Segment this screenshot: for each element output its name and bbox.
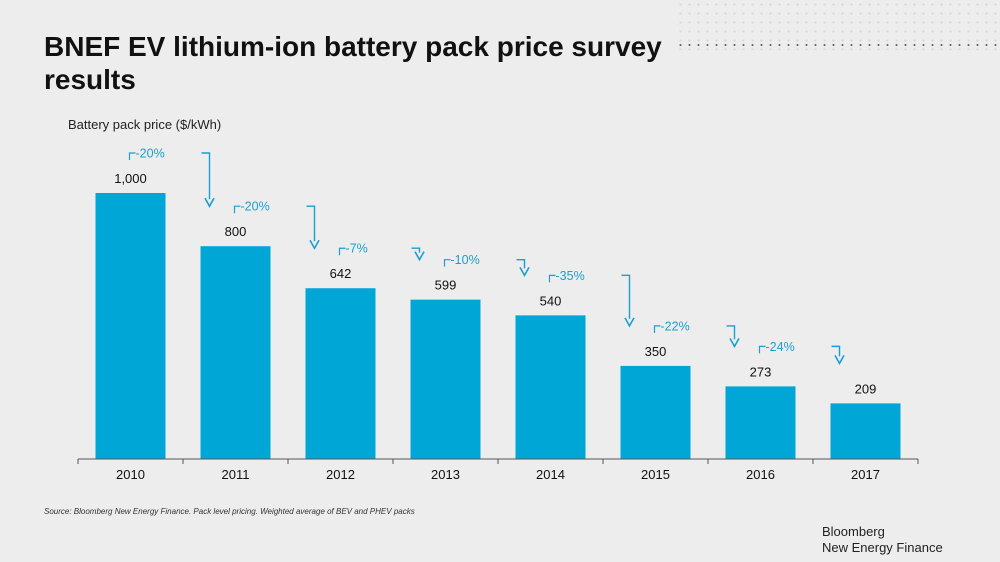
change-arrowhead bbox=[204, 197, 215, 208]
change-arrow bbox=[201, 152, 211, 200]
change-bracket bbox=[758, 345, 766, 354]
value-label: 599 bbox=[435, 278, 457, 293]
change-arrow bbox=[831, 345, 841, 357]
value-label: 350 bbox=[645, 344, 667, 359]
change-arrowhead bbox=[834, 355, 845, 366]
brand-line-1: Bloomberg bbox=[822, 524, 885, 539]
category-label: 2010 bbox=[116, 467, 145, 482]
bar-2012 bbox=[305, 288, 376, 459]
value-label: 642 bbox=[330, 266, 352, 281]
brand-logo: Bloomberg New Energy Finance bbox=[822, 524, 943, 556]
value-labels-group: 1,000 800 642 599 540 350 273 209 bbox=[114, 171, 876, 396]
bar-2014 bbox=[515, 315, 586, 459]
change-arrow bbox=[516, 258, 526, 269]
change-bracket bbox=[653, 325, 661, 333]
change-arrowhead bbox=[729, 337, 740, 349]
bar-2017 bbox=[830, 403, 901, 459]
change-label: -35% bbox=[556, 269, 585, 283]
bars-group bbox=[95, 193, 901, 459]
category-label: 2014 bbox=[536, 467, 565, 482]
category-label: 2012 bbox=[326, 467, 355, 482]
change-label: -22% bbox=[661, 319, 690, 333]
change-label: -7% bbox=[346, 242, 368, 256]
change-label: -24% bbox=[766, 340, 795, 354]
change-bracket bbox=[233, 205, 241, 214]
bar-2016 bbox=[725, 386, 796, 459]
bar-2013 bbox=[410, 299, 481, 459]
change-bracket bbox=[443, 259, 451, 267]
change-label: -20% bbox=[136, 147, 165, 161]
change-bracket bbox=[338, 247, 346, 256]
change-arrowhead bbox=[309, 239, 320, 250]
value-label: 209 bbox=[855, 381, 877, 396]
change-arrow bbox=[411, 247, 421, 253]
category-label: 2015 bbox=[641, 467, 670, 482]
change-bracket bbox=[128, 152, 136, 160]
category-label: 2013 bbox=[431, 467, 460, 482]
bar-2010 bbox=[95, 193, 166, 459]
category-label: 2017 bbox=[851, 467, 880, 482]
category-labels-group: 2010 2011 2012 2013 2014 2015 2016 2017 bbox=[116, 467, 880, 482]
chart-title: BNEF EV lithium-ion battery pack price s… bbox=[44, 31, 662, 95]
decorative-dotted-line bbox=[676, 44, 1000, 46]
change-arrow bbox=[306, 205, 316, 242]
value-label: 273 bbox=[750, 364, 772, 379]
value-label: 1,000 bbox=[114, 171, 147, 186]
bar-2015 bbox=[620, 365, 691, 459]
category-label: 2016 bbox=[746, 467, 775, 482]
change-label: -10% bbox=[451, 253, 480, 267]
source-note: Source: Bloomberg New Energy Finance. Pa… bbox=[44, 507, 415, 516]
value-label: 540 bbox=[540, 293, 562, 308]
change-arrow bbox=[726, 325, 736, 340]
change-arrow bbox=[621, 274, 631, 319]
brand-line-2: New Energy Finance bbox=[822, 540, 943, 555]
bar-2011 bbox=[200, 246, 271, 459]
change-arrowhead bbox=[624, 317, 635, 328]
y-axis-label: Battery pack price ($/kWh) bbox=[68, 117, 222, 132]
change-arrowhead bbox=[519, 266, 530, 277]
value-label: 800 bbox=[225, 224, 247, 239]
decorative-dot-pattern bbox=[676, 0, 1000, 50]
change-annotations-group: -20% -20% -7% -10% -35% -22% -24% bbox=[128, 147, 845, 366]
change-label: -20% bbox=[241, 200, 270, 214]
change-arrowhead bbox=[414, 251, 425, 262]
category-label: 2011 bbox=[222, 467, 250, 482]
x-axis-ticks bbox=[77, 459, 919, 464]
change-bracket bbox=[548, 274, 556, 283]
